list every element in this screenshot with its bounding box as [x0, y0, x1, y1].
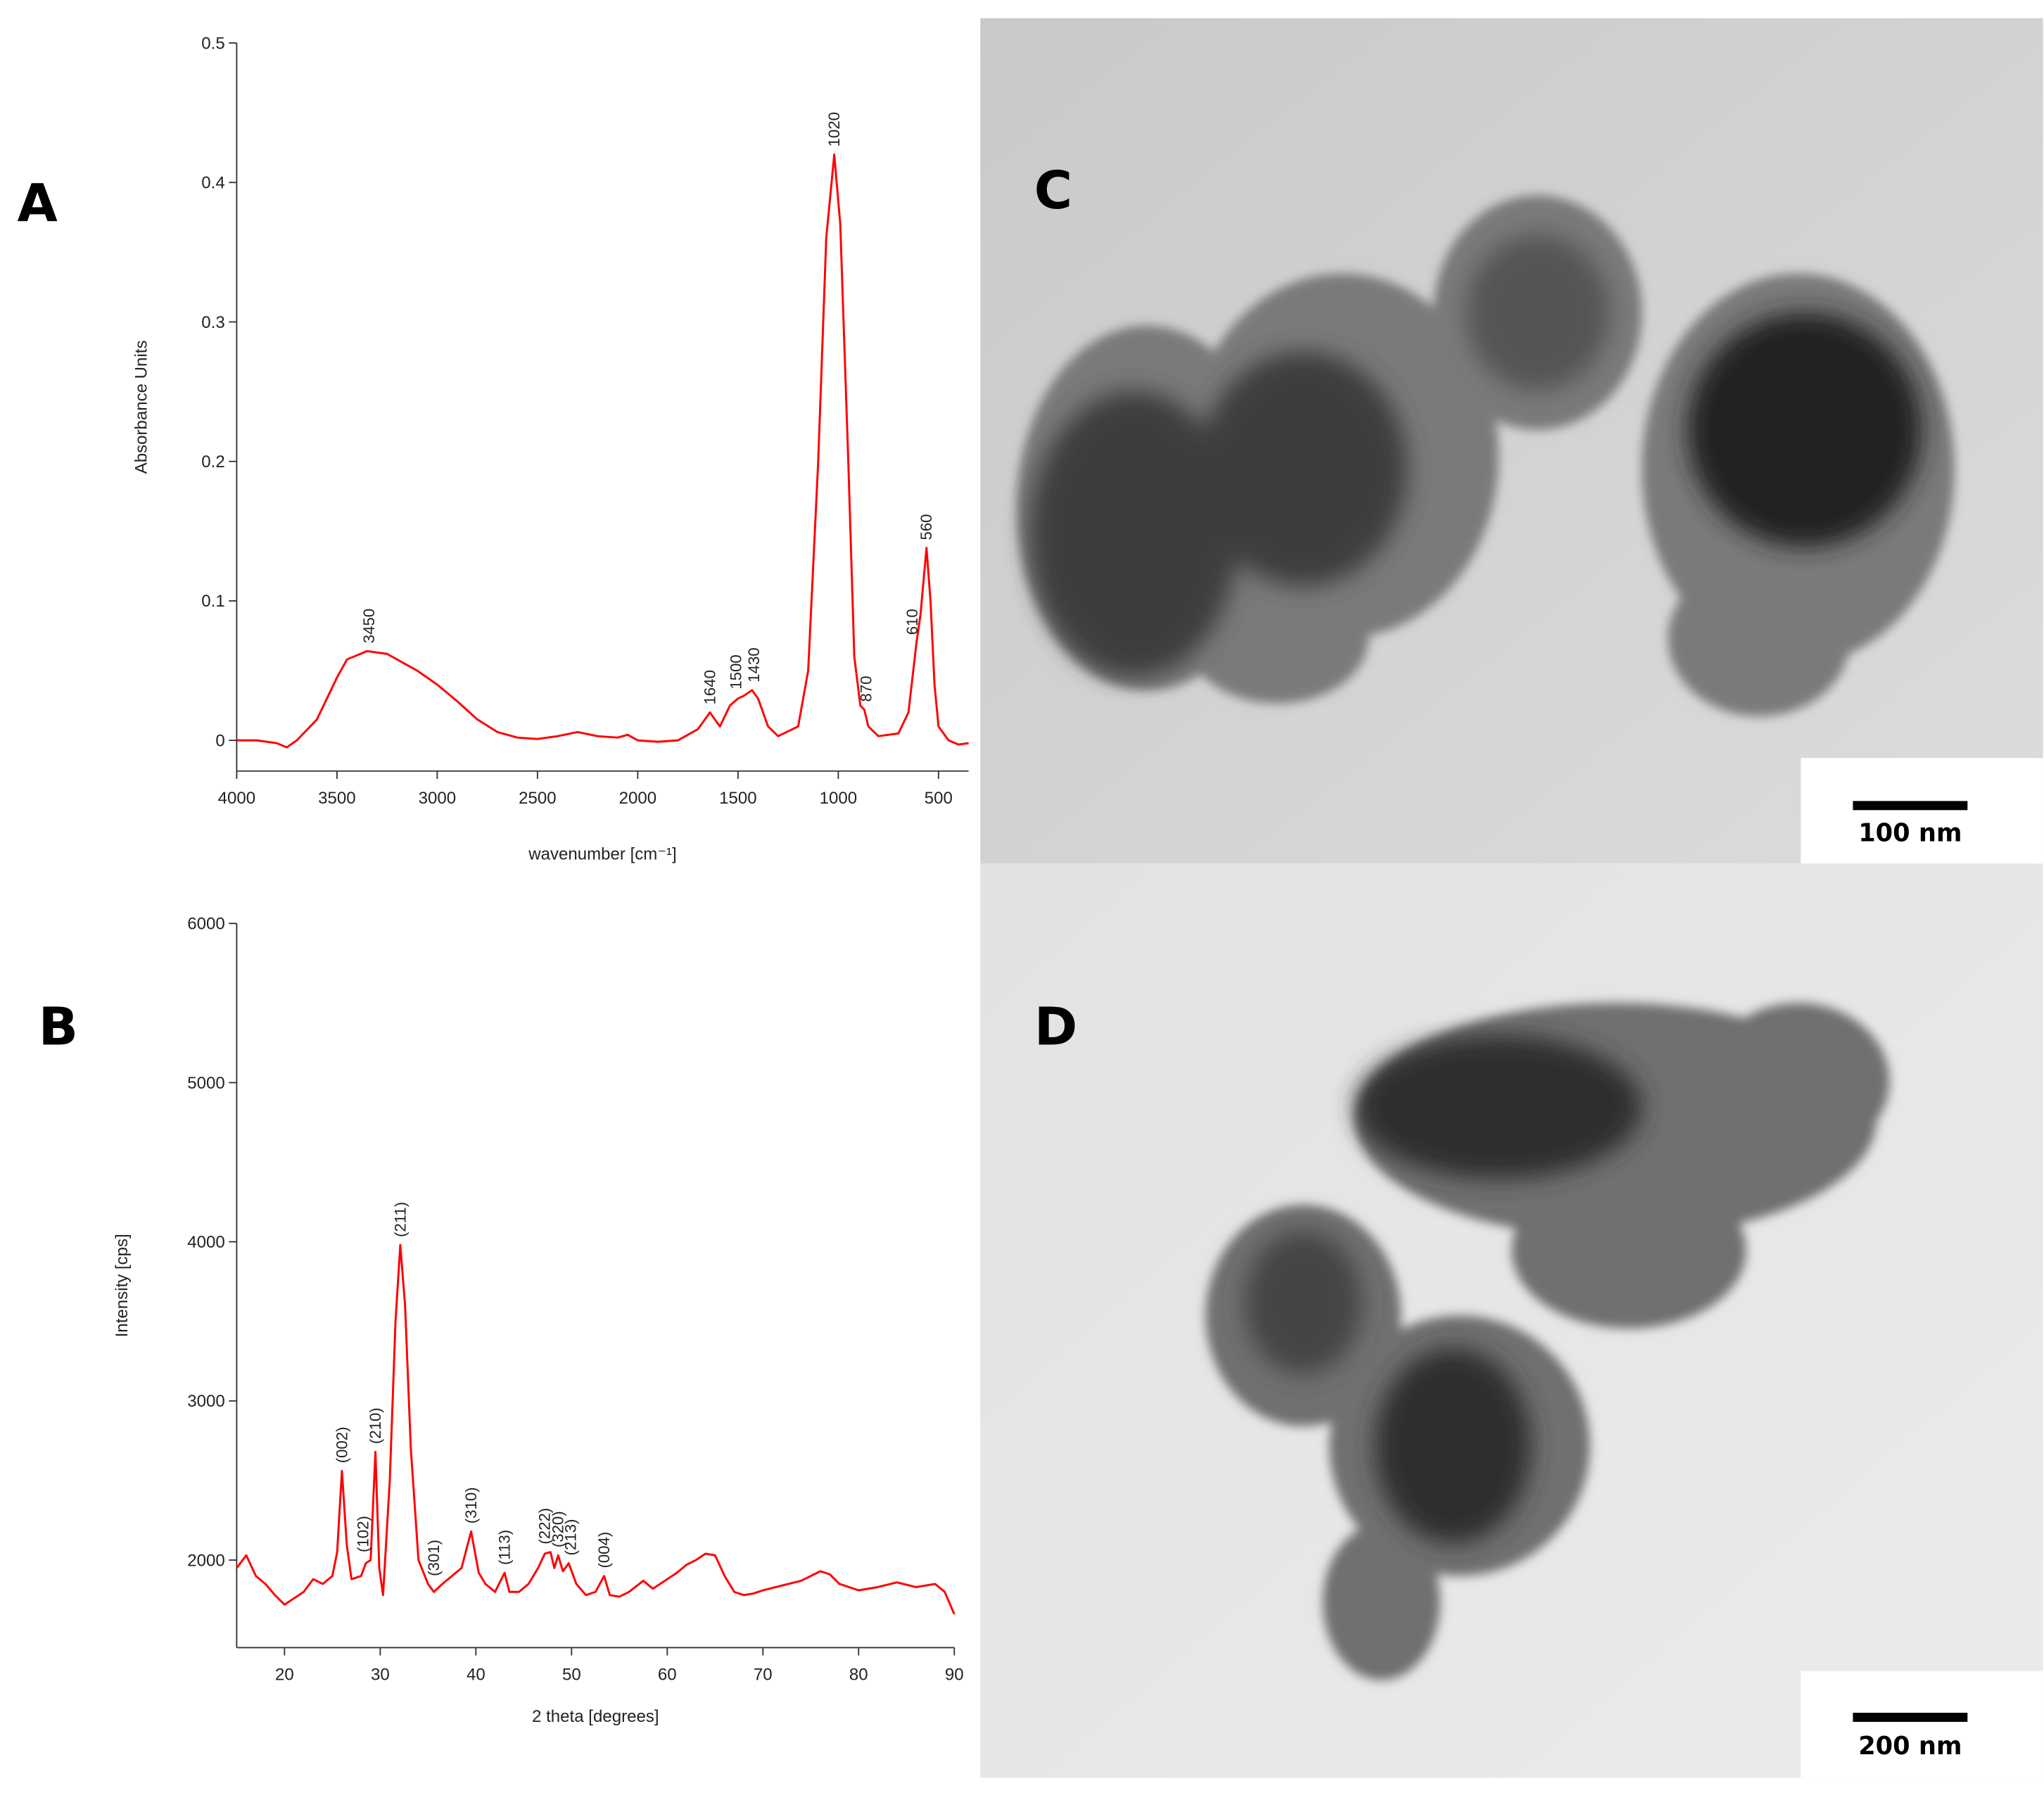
peak-annotation: 1020: [825, 112, 843, 146]
x-tick-label: 500: [925, 789, 953, 808]
peak-annotation: 610: [903, 609, 921, 635]
x-tick-label: 40: [466, 1666, 485, 1685]
y-axis-label: Absorbance Units: [132, 341, 151, 474]
y-tick-label: 6000: [187, 915, 225, 934]
x-tick-label: 3500: [318, 789, 356, 808]
peak-annotation: (301): [425, 1540, 443, 1576]
y-tick-label: 0.1: [201, 592, 224, 611]
x-axis-label: 2 theta [degrees]: [532, 1707, 659, 1726]
x-tick-label: 60: [658, 1666, 677, 1685]
peak-annotation: 1500: [727, 654, 744, 689]
peak-annotation: (004): [595, 1532, 613, 1568]
panel-label: A: [18, 174, 58, 234]
panel-label: B: [39, 996, 78, 1057]
spectrum-line: [236, 1243, 956, 1615]
y-tick-label: 2000: [187, 1551, 225, 1570]
peak-annotation: 3450: [360, 609, 378, 643]
peak-annotation: (002): [333, 1426, 350, 1463]
panel-label: C: [1034, 160, 1072, 221]
y-tick-label: 4000: [187, 1233, 225, 1252]
peak-annotation: (222): [536, 1508, 554, 1545]
spectrum-line: [236, 153, 969, 749]
x-tick-label: 4000: [218, 789, 256, 808]
scale-bar-label: 200 nm: [1858, 1732, 1962, 1761]
y-tick-label: 0.5: [201, 34, 224, 53]
x-tick-label: 2500: [519, 789, 557, 808]
x-axis-label: wavenumber [cm⁻¹]: [528, 845, 676, 864]
y-tick-label: 0.3: [201, 313, 224, 332]
scale-bar-label: 100 nm: [1858, 819, 1962, 848]
peak-annotation: (113): [496, 1530, 514, 1565]
peak-annotation: (320): [550, 1511, 567, 1547]
x-tick-label: 1000: [820, 789, 858, 808]
x-tick-label: 20: [275, 1666, 294, 1685]
tem-image-d: [980, 863, 2043, 1778]
peak-annotation: (211): [391, 1202, 409, 1237]
x-tick-label: 3000: [419, 789, 457, 808]
peak-annotation: (213): [561, 1519, 579, 1556]
peak-annotation: 560: [918, 514, 935, 540]
y-axis-label: Intensity [cps]: [113, 1234, 132, 1337]
peak-annotation: (310): [462, 1487, 480, 1523]
x-tick-label: 30: [371, 1666, 390, 1685]
peak-annotation: 1430: [745, 647, 763, 682]
y-tick-label: 3000: [187, 1392, 225, 1411]
x-tick-label: 90: [945, 1666, 964, 1685]
peak-annotation: (102): [354, 1516, 372, 1552]
tem-image-c: [980, 18, 2043, 864]
y-tick-label: 0.2: [201, 452, 224, 471]
x-tick-label: 50: [562, 1666, 581, 1685]
peak-annotation: 870: [858, 676, 875, 702]
peak-annotation: (210): [367, 1407, 384, 1444]
y-tick-label: 0: [215, 731, 224, 750]
y-tick-label: 5000: [187, 1074, 225, 1093]
peak-annotation: 1640: [701, 670, 718, 704]
x-tick-label: 70: [754, 1666, 773, 1685]
x-tick-label: 2000: [619, 789, 657, 808]
x-tick-label: 80: [849, 1666, 868, 1685]
x-tick-label: 1500: [719, 789, 757, 808]
y-tick-label: 0.4: [201, 174, 224, 193]
panel-label: D: [1034, 996, 1077, 1057]
